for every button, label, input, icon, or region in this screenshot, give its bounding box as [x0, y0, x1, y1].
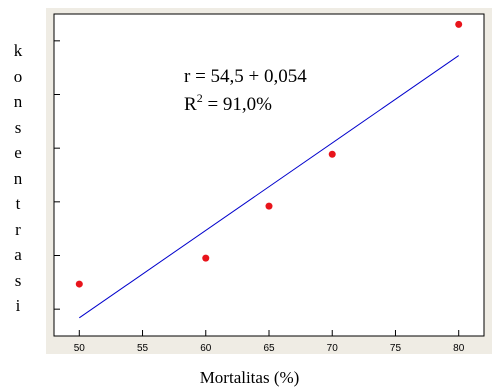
x-axis-label: Mortalitas (%)	[199, 368, 300, 387]
x-axis-ticks: 50 55 60 65 70 75 80	[74, 330, 465, 354]
fit-line-layer	[79, 55, 459, 319]
r-squared-value: = 91,0%	[203, 94, 272, 115]
x-tick-label: 70	[327, 343, 339, 354]
data-point	[202, 254, 210, 262]
y-axis-label: k o n s e n t r a s i	[13, 41, 23, 315]
data-point	[455, 20, 463, 28]
plot-area	[53, 13, 485, 337]
regression-line	[79, 55, 459, 319]
data-points-layer	[75, 20, 463, 288]
x-tick-label: 55	[137, 343, 149, 354]
x-tick-label: 60	[200, 343, 212, 354]
r-squared-prefix: R	[184, 94, 197, 115]
data-point	[328, 150, 336, 158]
r-squared-annotation: R2 = 91,0%	[184, 91, 272, 115]
data-point	[265, 202, 273, 210]
y-axis-ticks	[54, 40, 60, 310]
data-point	[75, 280, 83, 288]
equation-annotation: r = 54,5 + 0,054	[184, 66, 307, 87]
x-tick-label: 75	[390, 343, 402, 354]
r-squared-superscript: 2	[197, 91, 203, 105]
x-tick-label: 80	[453, 343, 465, 354]
x-tick-label: 50	[74, 343, 86, 354]
x-tick-label: 65	[263, 343, 275, 354]
